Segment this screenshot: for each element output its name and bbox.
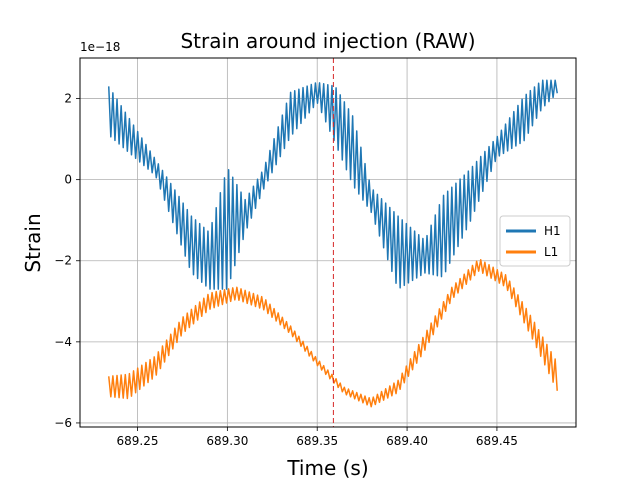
series-line-h1 — [108, 79, 558, 290]
x-tick-label: 689.25 — [117, 434, 159, 448]
legend-label-l1: L1 — [544, 245, 558, 259]
y-tick-label: 0 — [64, 173, 72, 187]
y-tick-label: −6 — [54, 416, 72, 430]
y-tick-label: −2 — [54, 254, 72, 268]
y-offset-label: 1e−18 — [80, 40, 120, 54]
chart-title: Strain around injection (RAW) — [180, 29, 475, 53]
x-tick-label: 689.30 — [206, 434, 248, 448]
y-axis-title: Strain — [21, 213, 45, 272]
plot-frame — [79, 57, 577, 428]
y-tick-label: 2 — [64, 92, 72, 106]
legend: H1 L1 — [499, 215, 571, 267]
x-tick-label: 689.40 — [386, 434, 428, 448]
x-tick-label: 689.35 — [296, 434, 338, 448]
axis-ticks: 689.25 689.30 689.35 689.40 689.45 −6 −4 −2 0 2 — [54, 92, 518, 448]
x-axis-title: Time (s) — [286, 456, 368, 480]
x-tick-label: 689.45 — [476, 434, 518, 448]
y-tick-label: −4 — [54, 335, 72, 349]
legend-label-h1: H1 — [544, 224, 561, 238]
